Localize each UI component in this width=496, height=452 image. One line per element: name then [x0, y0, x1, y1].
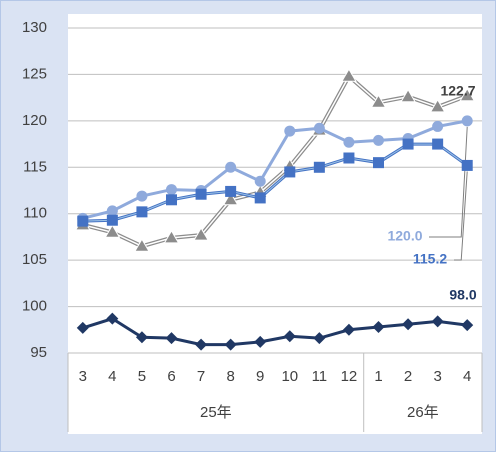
- x-tick-label: 11: [312, 368, 328, 385]
- marker: [106, 214, 118, 226]
- x-group-label: 26年: [407, 404, 439, 421]
- x-tick-label: 7: [197, 368, 205, 385]
- y-tick-label: 110: [23, 205, 47, 222]
- x-tick-label: 9: [256, 368, 264, 385]
- x-tick-label: 6: [167, 368, 175, 385]
- marker: [370, 94, 387, 108]
- marker: [432, 120, 444, 132]
- marker: [402, 318, 415, 331]
- marker: [313, 332, 326, 345]
- x-tick-label: 1: [374, 368, 382, 385]
- marker: [254, 192, 266, 204]
- x-tick-label: 8: [226, 368, 234, 385]
- marker: [165, 332, 178, 345]
- x-tick-label: 3: [79, 368, 87, 385]
- x-group-label: 25年: [200, 404, 232, 421]
- marker: [283, 330, 296, 343]
- marker: [373, 134, 384, 146]
- marker: [163, 229, 180, 244]
- marker: [342, 323, 355, 336]
- marker: [343, 152, 355, 164]
- marker: [76, 321, 89, 334]
- marker: [461, 115, 473, 127]
- y-tick-label: 120: [22, 112, 47, 129]
- marker: [195, 188, 207, 200]
- marker: [195, 338, 208, 351]
- marker: [225, 185, 237, 197]
- marker: [134, 238, 150, 252]
- marker: [372, 321, 385, 333]
- marker: [106, 312, 119, 325]
- leader-line: [454, 171, 468, 261]
- y-tick-label: 125: [22, 65, 47, 82]
- marker: [106, 205, 118, 217]
- marker: [284, 125, 296, 137]
- marker: [136, 206, 148, 218]
- data-label: 122.7: [440, 83, 475, 99]
- marker: [224, 338, 237, 351]
- marker: [222, 191, 239, 206]
- marker: [343, 136, 355, 148]
- marker: [431, 315, 444, 328]
- y-tick-label: 95: [30, 344, 47, 361]
- marker: [136, 190, 148, 202]
- marker: [402, 138, 414, 150]
- marker: [135, 331, 148, 344]
- marker: [193, 227, 209, 241]
- marker: [461, 319, 474, 332]
- data-label: 98.0: [449, 287, 476, 303]
- x-tick-label: 4: [108, 368, 116, 385]
- x-tick-label: 2: [404, 368, 412, 385]
- data-label: 120.0: [387, 228, 422, 244]
- data-label: 115.2: [413, 251, 447, 267]
- marker: [254, 175, 266, 187]
- marker: [166, 194, 177, 206]
- marker: [77, 215, 89, 227]
- marker: [313, 161, 325, 173]
- x-tick-label: 5: [138, 368, 146, 385]
- y-tick-label: 130: [22, 19, 47, 36]
- marker: [166, 184, 177, 196]
- marker: [225, 161, 237, 173]
- marker: [254, 335, 267, 348]
- plot-area: [68, 14, 482, 434]
- x-tick-label: 10: [281, 368, 298, 385]
- marker: [461, 159, 473, 171]
- marker: [313, 122, 325, 134]
- marker: [341, 68, 357, 82]
- y-tick-label: 115: [23, 158, 47, 175]
- y-tick-label: 100: [22, 298, 47, 315]
- marker: [284, 166, 296, 178]
- marker: [429, 98, 446, 113]
- marker: [373, 157, 384, 169]
- marker: [104, 224, 121, 238]
- y-tick-label: 105: [22, 251, 47, 268]
- x-tick-label: 3: [433, 368, 441, 385]
- x-tick-label: 4: [463, 368, 471, 385]
- marker: [432, 138, 444, 150]
- marker: [400, 88, 416, 103]
- x-tick-label: 12: [341, 368, 358, 385]
- marker: [459, 87, 476, 102]
